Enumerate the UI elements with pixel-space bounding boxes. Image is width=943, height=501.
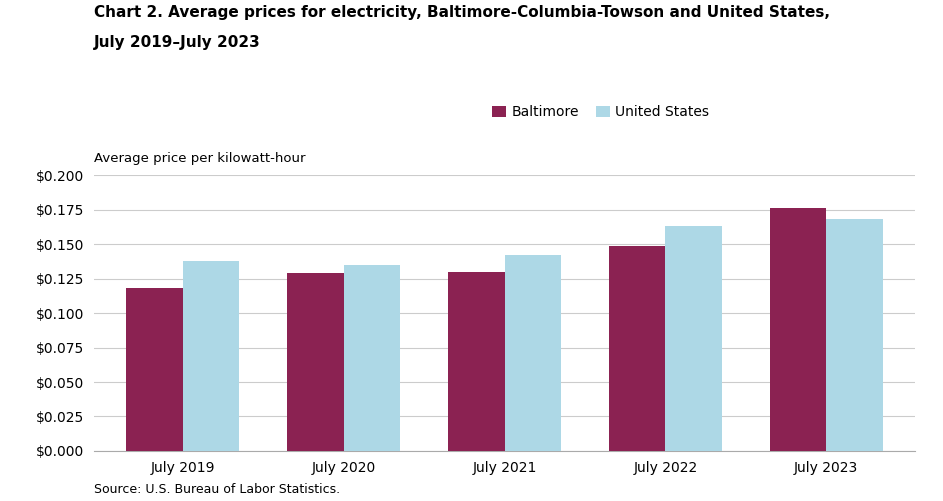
- Bar: [183, 261, 240, 451]
- Legend: Baltimore, United States: Baltimore, United States: [487, 100, 715, 125]
- Bar: [666, 226, 721, 451]
- Text: Source: U.S. Bureau of Labor Statistics.: Source: U.S. Bureau of Labor Statistics.: [94, 483, 340, 496]
- Bar: [505, 256, 561, 451]
- Text: Chart 2. Average prices for electricity, Baltimore-Columbia-Towson and United St: Chart 2. Average prices for electricity,…: [94, 5, 830, 20]
- Bar: [448, 272, 505, 451]
- Bar: [288, 273, 343, 451]
- Bar: [826, 219, 883, 451]
- Text: Average price per kilowatt-hour: Average price per kilowatt-hour: [94, 152, 306, 165]
- Bar: [343, 265, 400, 451]
- Text: July 2019–July 2023: July 2019–July 2023: [94, 35, 261, 50]
- Bar: [769, 208, 826, 451]
- Bar: [609, 245, 666, 451]
- Bar: [126, 289, 183, 451]
